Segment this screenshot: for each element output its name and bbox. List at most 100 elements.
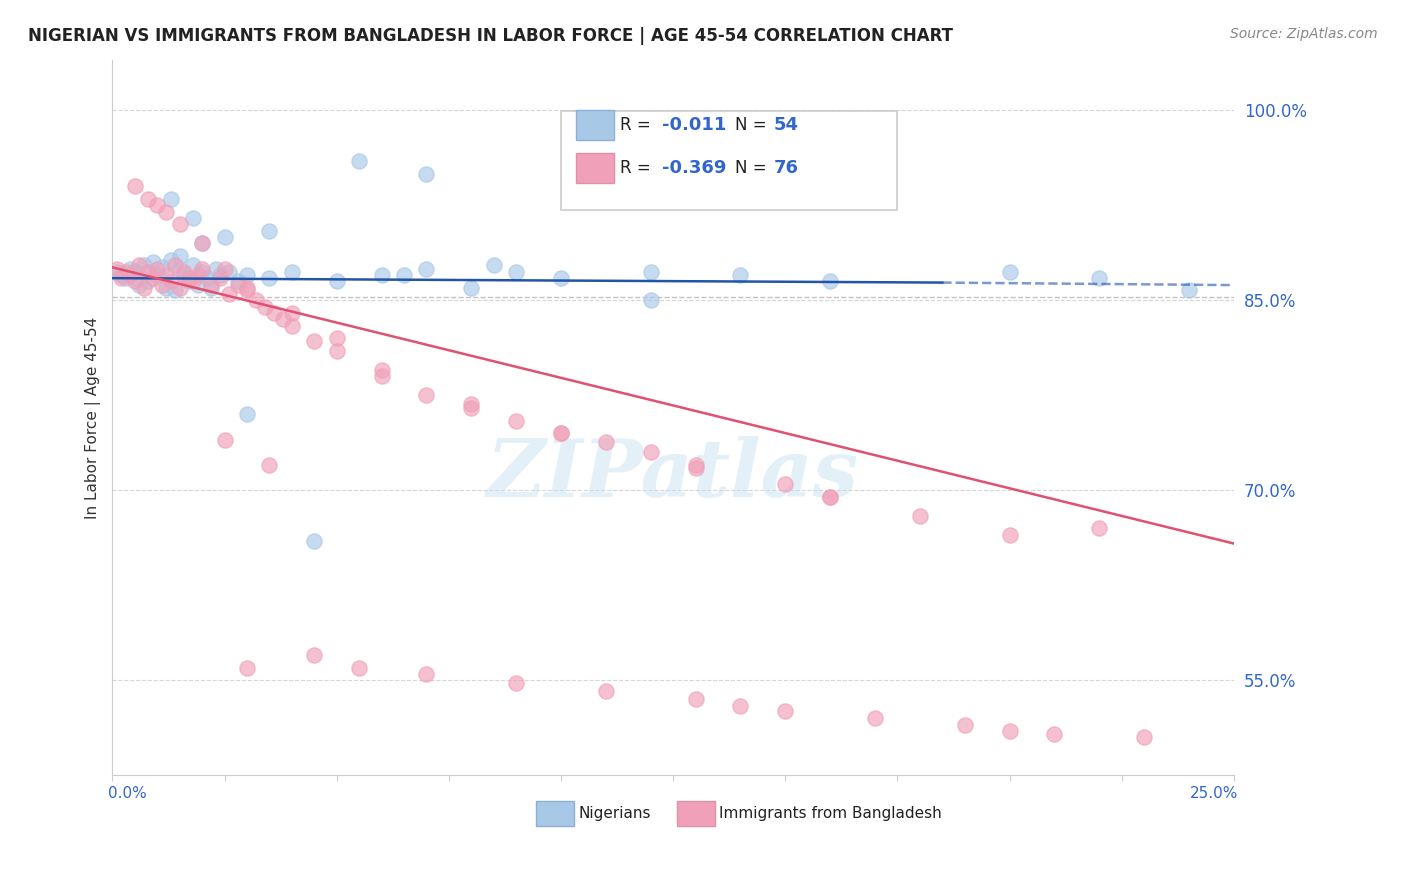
Point	[191, 265, 214, 279]
Point	[218, 287, 240, 301]
Point	[685, 692, 707, 706]
Point	[460, 280, 482, 294]
Point	[124, 264, 146, 278]
Point	[370, 369, 392, 384]
Point	[505, 676, 527, 690]
Point	[146, 261, 169, 276]
Text: R =: R =	[620, 159, 657, 177]
Text: 54: 54	[775, 116, 799, 134]
Point	[325, 343, 347, 358]
Point	[304, 534, 326, 549]
Point	[998, 527, 1021, 541]
Text: R =: R =	[620, 116, 657, 134]
Point	[146, 198, 169, 212]
Point	[173, 265, 195, 279]
Point	[730, 268, 752, 282]
Text: Source: ZipAtlas.com: Source: ZipAtlas.com	[1230, 27, 1378, 41]
Point	[136, 274, 159, 288]
Point	[169, 217, 191, 231]
Point	[595, 683, 617, 698]
Point	[159, 252, 181, 267]
Point	[1178, 283, 1201, 297]
Point	[191, 261, 214, 276]
Point	[998, 724, 1021, 739]
Point	[181, 274, 204, 288]
Point	[155, 268, 177, 282]
Point	[187, 268, 209, 282]
Point	[347, 661, 370, 675]
Point	[550, 426, 572, 441]
Point	[120, 268, 142, 282]
Text: ZIPatlas: ZIPatlas	[486, 436, 859, 514]
Point	[415, 667, 437, 681]
Point	[325, 274, 347, 288]
Point	[150, 278, 173, 293]
Point	[253, 300, 276, 314]
Point	[136, 192, 159, 206]
Point	[159, 192, 181, 206]
Point	[304, 334, 326, 348]
Point	[370, 268, 392, 282]
Point	[640, 445, 662, 459]
Point	[169, 249, 191, 263]
Point	[1088, 521, 1111, 535]
Point	[155, 280, 177, 294]
Text: 25.0%: 25.0%	[1189, 786, 1239, 800]
Text: 0.0%: 0.0%	[108, 786, 146, 800]
Point	[818, 490, 841, 504]
Point	[132, 280, 155, 294]
Point	[155, 204, 177, 219]
Point	[550, 426, 572, 441]
Point	[159, 274, 181, 288]
Point	[415, 261, 437, 276]
Point	[304, 648, 326, 662]
Text: -0.011: -0.011	[662, 116, 727, 134]
Point	[136, 265, 159, 279]
Point	[128, 278, 150, 293]
Point	[281, 318, 304, 333]
Point	[245, 293, 267, 308]
Point	[640, 293, 662, 308]
Point	[263, 306, 285, 320]
Point	[105, 265, 128, 279]
Point	[281, 265, 304, 279]
Point	[259, 270, 281, 285]
Point	[640, 265, 662, 279]
Point	[214, 433, 236, 447]
Point	[165, 258, 187, 272]
Point	[271, 312, 294, 326]
Text: -0.369: -0.369	[662, 159, 727, 177]
Point	[460, 397, 482, 411]
Point	[128, 258, 150, 272]
Point	[370, 363, 392, 377]
Point	[169, 280, 191, 294]
Point	[142, 255, 165, 269]
Point	[325, 331, 347, 345]
Point	[730, 698, 752, 713]
Point	[482, 258, 505, 272]
Point	[236, 661, 259, 675]
Point	[236, 268, 259, 282]
Point	[187, 278, 209, 293]
Point	[214, 230, 236, 244]
Point	[105, 261, 128, 276]
Y-axis label: In Labor Force | Age 45-54: In Labor Force | Age 45-54	[86, 317, 101, 518]
Text: NIGERIAN VS IMMIGRANTS FROM BANGLADESH IN LABOR FORCE | AGE 45-54 CORRELATION CH: NIGERIAN VS IMMIGRANTS FROM BANGLADESH I…	[28, 27, 953, 45]
Point	[181, 211, 204, 225]
Point	[165, 283, 187, 297]
Point	[685, 458, 707, 472]
FancyBboxPatch shape	[575, 110, 614, 140]
Point	[191, 236, 214, 251]
Point	[146, 268, 169, 282]
FancyBboxPatch shape	[561, 112, 897, 210]
Point	[110, 270, 132, 285]
Point	[595, 435, 617, 450]
Point	[392, 268, 415, 282]
Point	[953, 717, 976, 731]
Point	[775, 704, 797, 718]
Point	[115, 270, 138, 285]
Point	[505, 265, 527, 279]
Point	[150, 260, 173, 275]
Point	[460, 401, 482, 415]
Point	[775, 477, 797, 491]
